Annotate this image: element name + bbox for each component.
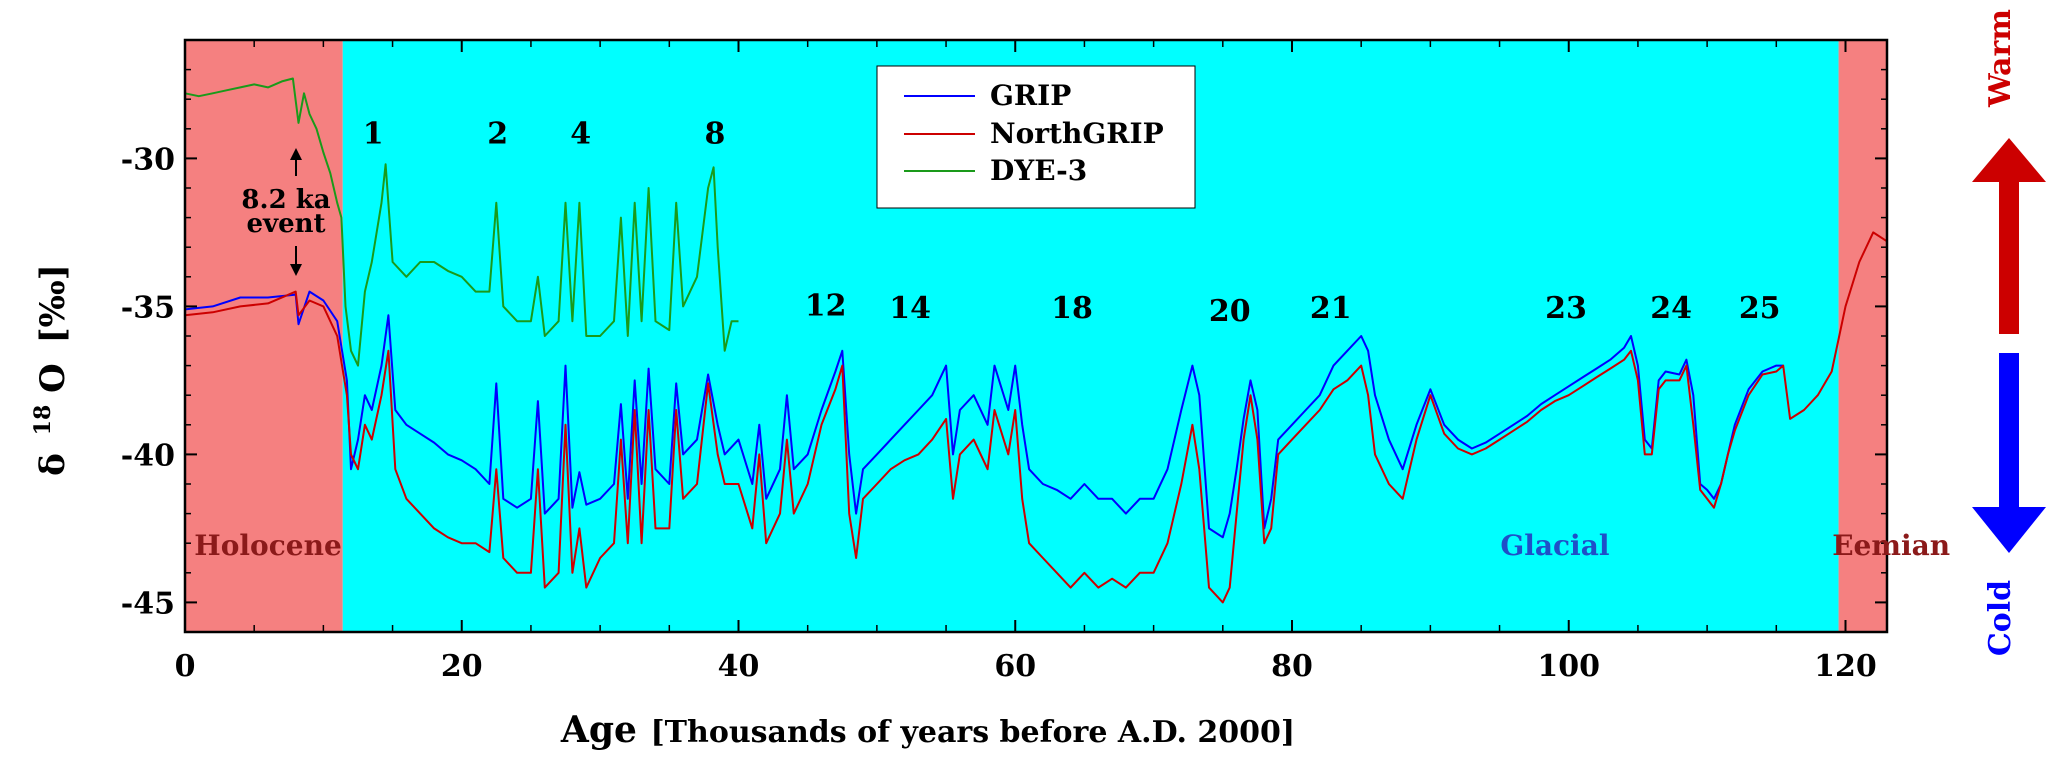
x-tick-label: 60 [994,649,1036,684]
y-tick-label: -35 [121,290,175,325]
x-tick-label: 0 [175,649,196,684]
x-tick-label: 120 [1814,649,1877,684]
event-number-label: 24 [1650,291,1692,326]
y-axis-title-superscript: 18 [30,405,56,436]
x-axis-title: Age [Thousands of years before A.D. 2000… [560,709,1295,751]
series-line-northgrip [184,231,1888,604]
y-tick-label: -45 [121,586,175,621]
x-tick-label: 100 [1537,649,1600,684]
event-number-label: 18 [1051,291,1093,326]
warm-cold-scale: Warm Cold [1972,9,2046,656]
legend: GRIP NorthGRIP DYE-3 [876,65,1196,209]
event-label-line1: 8.2 ka [241,185,330,215]
event-number-label: 8 [705,117,726,152]
series-lines [184,77,1888,604]
legend-label-dye3: DYE-3 [990,154,1087,187]
event-arrow-up-head [290,148,302,160]
legend-label-grip: GRIP [990,79,1071,112]
event-arrow-down-head [290,264,302,276]
y-axis-title-units: [‰] [33,264,73,343]
x-tick-label: 80 [1271,649,1313,684]
warm-arrow-head [1972,138,2046,182]
event-number-label: 1 [363,117,384,152]
y-axis-title: δ 18 O [‰] [19,264,73,476]
period-label-holocene: Holocene [194,529,341,562]
warm-arrow-shaft [1999,180,2019,334]
event-number-label: 25 [1739,291,1781,326]
x-tick-label: 20 [441,649,483,684]
x-axis-title-units: [Thousands of years before A.D. 2000] [650,715,1295,750]
plot-frame [183,38,1889,634]
x-axis-title-main: Age [560,709,637,751]
cold-label: Cold [1983,580,2018,656]
event-number-label: 21 [1310,291,1352,326]
event-number-label: 4 [570,117,591,152]
x-tick-label: 40 [718,649,760,684]
event-number-label: 2 [487,117,508,152]
legend-box [876,65,1196,209]
y-axis-title-species: O [33,363,73,393]
period-band-holocene [185,40,343,632]
series-line-dye-3 [184,77,739,367]
event-number-label: 20 [1209,294,1251,329]
y-tick-label: -40 [121,438,175,473]
event-label-line2: event [246,209,325,239]
series-line-grip [184,290,1784,539]
cold-arrow-shaft [1999,353,2019,509]
warm-label: Warm [1983,9,2018,108]
period-label-eemian: Eemian [1832,529,1950,562]
event-annotation: 8.2 ka event [241,148,331,276]
period-band-eemian [1838,40,1887,632]
legend-label-northgrip: NorthGRIP [990,117,1164,150]
axis-ticks: 0 20 40 60 80 100 120-30-35-40-45 [121,39,1887,684]
event-number-label: 12 [805,288,847,323]
cold-arrow-head [1972,507,2046,553]
event-number-label: 14 [889,291,931,326]
y-axis-title-symbol: δ [33,453,73,476]
period-label-glacial: Glacial [1500,529,1609,562]
event-number-label: 23 [1545,291,1587,326]
y-tick-label: -30 [121,142,175,177]
